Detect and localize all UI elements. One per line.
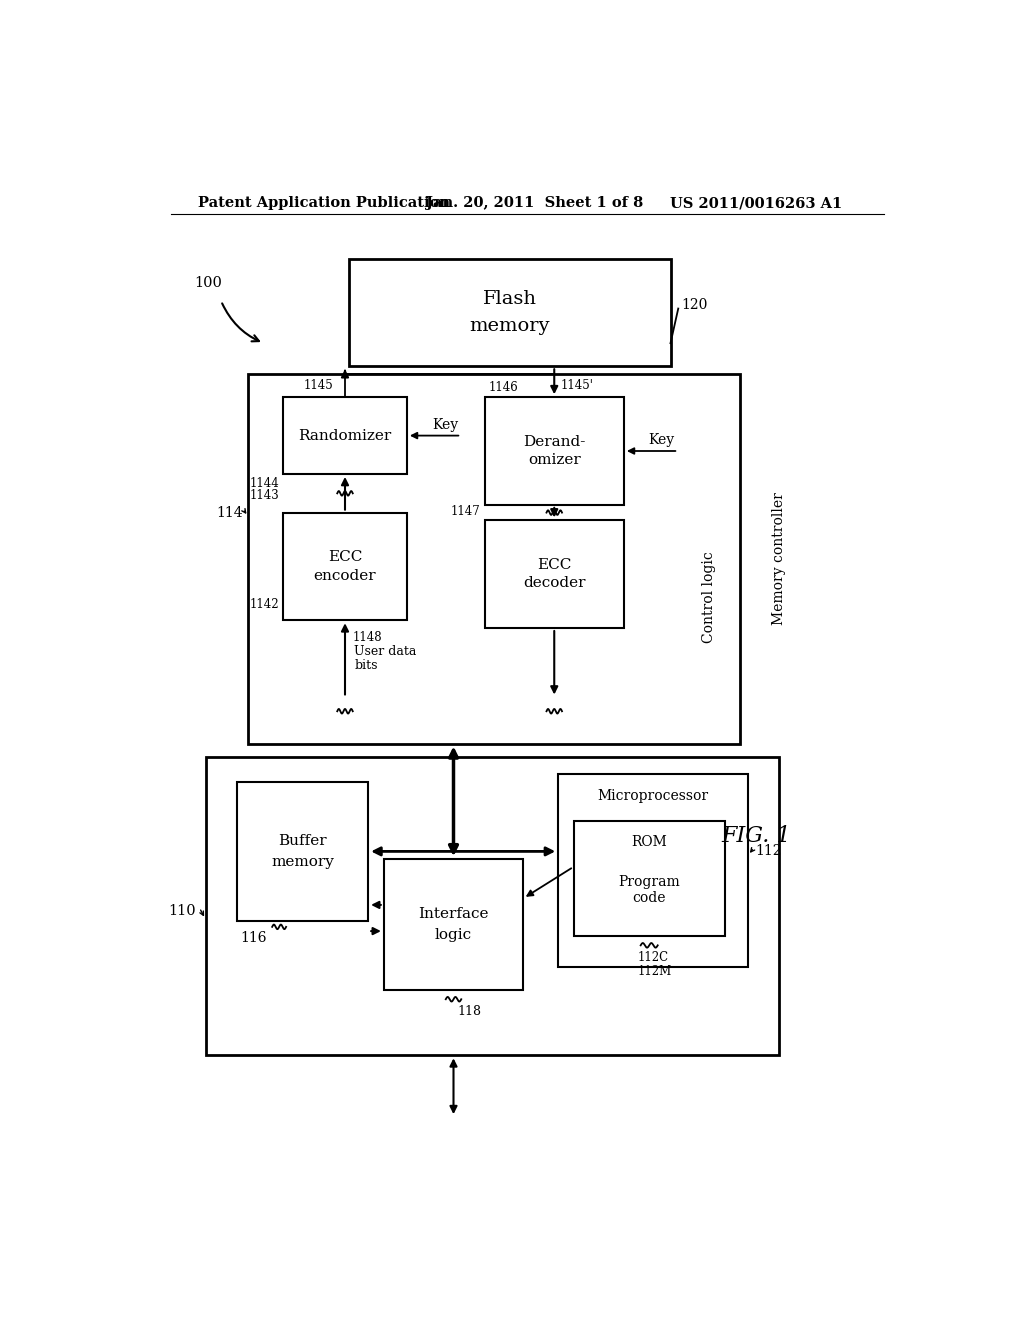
Text: memory: memory: [469, 317, 550, 335]
Bar: [237, 781, 369, 921]
Bar: [283, 397, 407, 474]
Text: 112C: 112C: [638, 952, 669, 964]
Text: 114: 114: [216, 506, 243, 520]
Text: 1147: 1147: [451, 504, 480, 517]
Bar: [484, 397, 624, 506]
Text: Microprocessor: Microprocessor: [597, 789, 709, 803]
Text: Patent Application Publication: Patent Application Publication: [198, 197, 450, 210]
Text: Jan. 20, 2011  Sheet 1 of 8: Jan. 20, 2011 Sheet 1 of 8: [426, 197, 644, 210]
Text: 116: 116: [241, 931, 267, 945]
Text: 1143: 1143: [250, 490, 280, 502]
Text: ECC: ECC: [537, 558, 571, 572]
Text: Flash: Flash: [482, 289, 537, 308]
Text: Derand-: Derand-: [523, 434, 586, 449]
Bar: [206, 758, 779, 1056]
Text: 1146: 1146: [488, 381, 518, 395]
Text: US 2011/0016263 A1: US 2011/0016263 A1: [671, 197, 843, 210]
Text: 1144: 1144: [250, 477, 280, 490]
Text: Buffer: Buffer: [279, 834, 327, 847]
Text: 112M: 112M: [638, 965, 672, 978]
Text: 120: 120: [681, 298, 708, 312]
Bar: [248, 374, 740, 743]
Text: 1142: 1142: [250, 598, 280, 611]
Bar: [384, 859, 523, 990]
Text: 1145: 1145: [304, 379, 334, 392]
Text: 112: 112: [756, 845, 782, 858]
Text: encoder: encoder: [313, 569, 376, 582]
Text: 1148: 1148: [352, 631, 382, 644]
Bar: [573, 821, 725, 936]
Text: omizer: omizer: [528, 453, 581, 467]
Text: Memory controller: Memory controller: [772, 492, 786, 626]
Text: ECC: ECC: [328, 550, 362, 564]
Text: 118: 118: [458, 1005, 481, 1018]
Text: code: code: [633, 891, 666, 904]
Text: 100: 100: [194, 276, 222, 290]
Text: Key: Key: [648, 433, 674, 447]
Text: logic: logic: [435, 928, 472, 942]
Text: Program: Program: [618, 875, 680, 890]
Text: Control logic: Control logic: [702, 552, 716, 643]
Text: bits: bits: [354, 659, 378, 672]
Bar: [484, 520, 624, 628]
Bar: [283, 512, 407, 620]
Text: Key: Key: [433, 418, 459, 432]
Text: 1145': 1145': [560, 379, 593, 392]
Text: Interface: Interface: [418, 907, 488, 921]
Bar: [349, 259, 671, 367]
Text: FIG. 1: FIG. 1: [721, 825, 791, 847]
Text: User data: User data: [354, 644, 417, 657]
Bar: [558, 775, 748, 966]
Text: Randomizer: Randomizer: [298, 429, 391, 442]
Text: memory: memory: [271, 855, 334, 869]
Text: 110: 110: [169, 904, 197, 919]
Text: decoder: decoder: [523, 577, 586, 590]
Text: ROM: ROM: [632, 836, 667, 849]
